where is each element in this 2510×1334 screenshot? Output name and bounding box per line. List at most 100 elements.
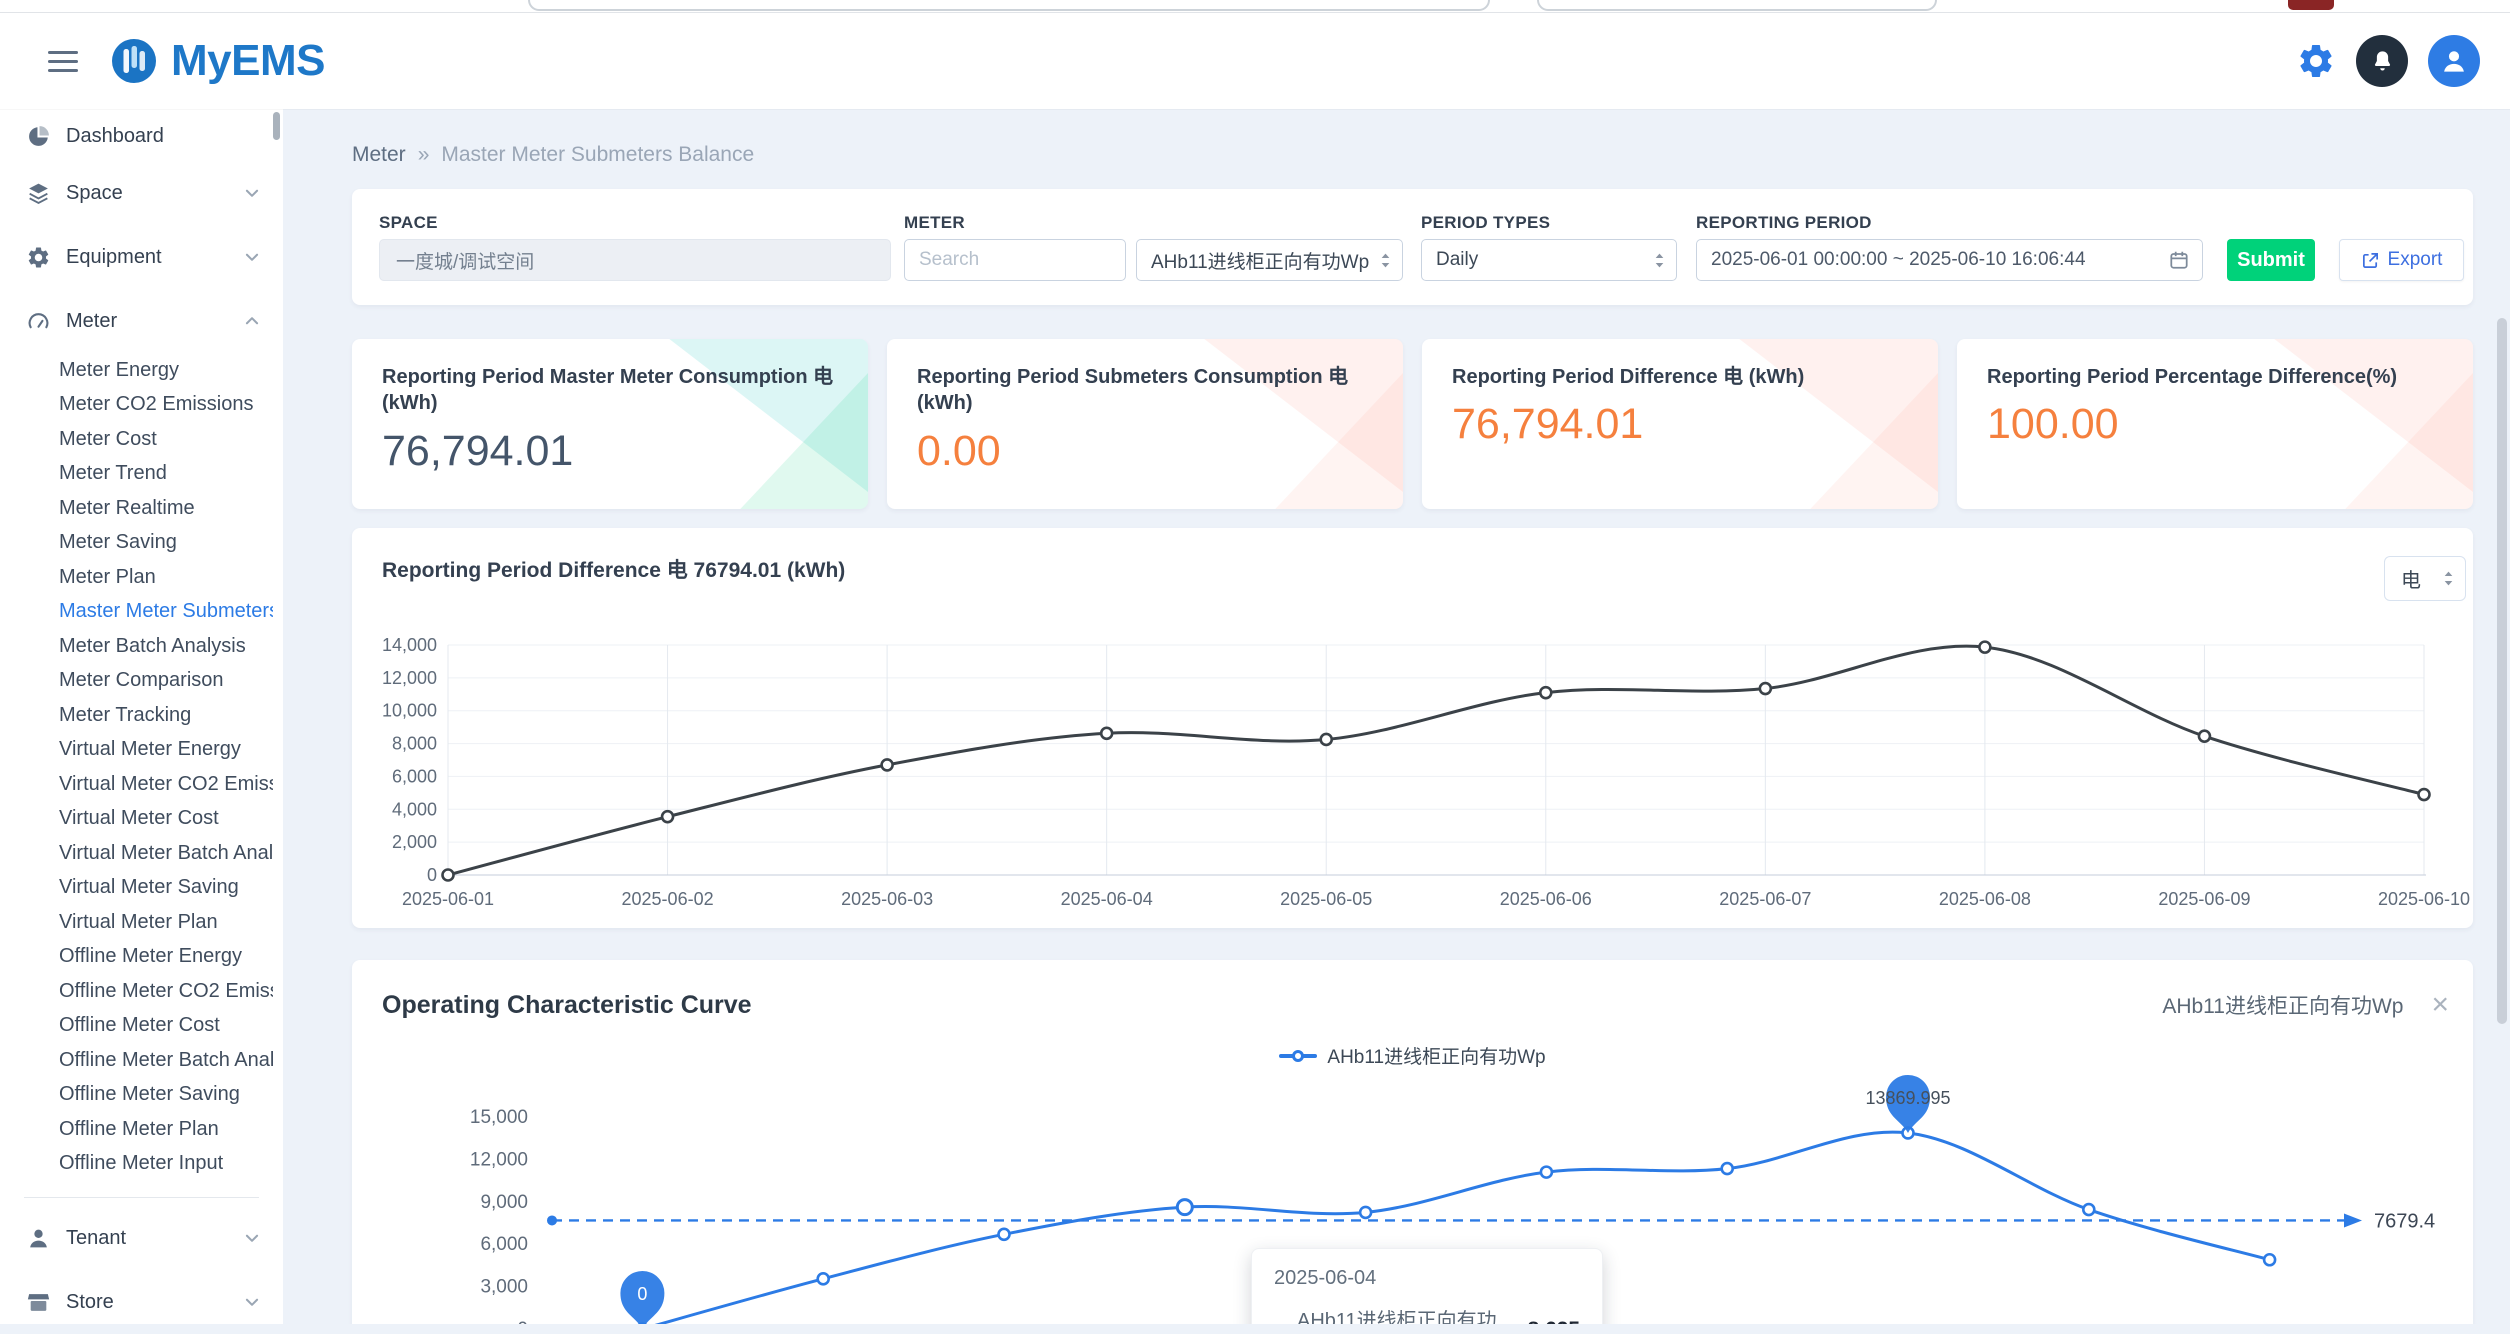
export-button-label: Export — [2388, 249, 2443, 271]
brand-logo[interactable]: MyEMS — [110, 36, 325, 86]
notifications-bell-button[interactable] — [2356, 35, 2408, 87]
sidebar-subitem-offline-meter-cost[interactable]: Offline Meter Cost — [0, 1009, 283, 1044]
navbar-actions — [2296, 35, 2480, 87]
brand-name: MyEMS — [171, 36, 325, 86]
sidebar-subitem-meter-comparison[interactable]: Meter Comparison — [0, 664, 283, 699]
average-line-arrow — [2344, 1213, 2362, 1227]
top-navbar: MyEMS — [0, 13, 2510, 109]
browser-extension-artifact — [2288, 0, 2334, 10]
sidebar-subitem-offline-meter-plan[interactable]: Offline Meter Plan — [0, 1112, 283, 1147]
sidebar-item-dashboard[interactable]: Dashboard — [0, 111, 283, 161]
close-icon[interactable]: × — [2431, 990, 2449, 1020]
breadcrumb-current: Master Meter Submeters Balance — [441, 143, 754, 167]
tooltip-series-name: AHb11进线柜正向有功Wp — [1297, 1304, 1517, 1324]
settings-gear-icon[interactable] — [2296, 41, 2336, 81]
svg-text:14,000: 14,000 — [382, 635, 437, 655]
energy-category-select[interactable]: 电 — [2384, 556, 2466, 601]
svg-text:12,000: 12,000 — [470, 1149, 528, 1170]
operating-curve-header: Operating Characteristic Curve AHb11进线柜正… — [382, 990, 2449, 1020]
sidebar-subitem-offline-meter-co2-emissions[interactable]: Offline Meter CO2 Emissions — [0, 974, 283, 1009]
breadcrumb-parent[interactable]: Meter — [352, 143, 406, 167]
svg-text:2025-06-02: 2025-06-02 — [622, 889, 714, 909]
sidebar-subitem-label: Virtual Meter CO2 Emissions — [59, 773, 273, 796]
sidebar-subitem-meter-realtime[interactable]: Meter Realtime — [0, 491, 283, 526]
sidebar-item-tenant[interactable]: Tenant — [0, 1206, 283, 1270]
myems-logo-icon — [110, 37, 158, 85]
breadcrumb-separator: » — [418, 143, 430, 167]
sidebar-scrollbar[interactable] — [273, 112, 280, 140]
sidebar-toggle-button[interactable] — [48, 51, 78, 72]
sidebar-subitem-meter-saving[interactable]: Meter Saving — [0, 526, 283, 561]
chart-title: Operating Characteristic Curve — [382, 991, 752, 1020]
space-input[interactable] — [379, 239, 891, 281]
sidebar-subitem-meter-trend[interactable]: Meter Trend — [0, 457, 283, 492]
meter-select[interactable]: AHb11进线柜正向有功Wp — [1136, 239, 1403, 281]
sidebar-item-store[interactable]: Store — [0, 1270, 283, 1334]
sidebar-subitem-offline-meter-energy[interactable]: Offline Meter Energy — [0, 940, 283, 975]
submit-button[interactable]: Submit — [2227, 239, 2315, 281]
sidebar-subitem-meter-plan[interactable]: Meter Plan — [0, 560, 283, 595]
difference-line-chart[interactable]: 02,0004,0006,0008,00010,00012,00014,0002… — [352, 528, 2473, 928]
operating-curve-card: Operating Characteristic Curve AHb11进线柜正… — [352, 960, 2473, 1324]
svg-text:0: 0 — [427, 865, 437, 885]
sidebar-divider — [24, 1197, 259, 1198]
chevron-down-icon — [243, 184, 261, 202]
export-button[interactable]: Export — [2339, 239, 2464, 281]
stat-card-title: Reporting Period Master Meter Consumptio… — [382, 364, 838, 417]
bell-icon — [2369, 48, 2396, 75]
equipment-icon — [26, 245, 51, 270]
sidebar-subitem-label: Meter Tracking — [59, 704, 191, 727]
sidebar-subitem-offline-meter-saving[interactable]: Offline Meter Saving — [0, 1078, 283, 1113]
reporting-period-value: 2025-06-01 00:00:00 ~ 2025-06-10 16:06:4… — [1711, 249, 2086, 271]
sidebar-subitem-meter-cost[interactable]: Meter Cost — [0, 422, 283, 457]
meter-select-value: AHb11进线柜正向有功Wp — [1151, 247, 1369, 274]
sidebar-item-label: Equipment — [66, 246, 162, 269]
stat-card-reporting-period-master-meter-consumptio: Reporting Period Master Meter Consumptio… — [352, 339, 868, 509]
sidebar-subitem-virtual-meter-cost[interactable]: Virtual Meter Cost — [0, 802, 283, 837]
sidebar-subitem-meter-co2-emissions[interactable]: Meter CO2 Emissions — [0, 388, 283, 423]
difference-chart-card: Reporting Period Difference 电 76794.01 (… — [352, 528, 2473, 928]
meter-search-input[interactable] — [904, 239, 1126, 281]
sidebar-subitem-label: Meter Batch Analysis — [59, 635, 246, 658]
legend-item[interactable]: AHb11进线柜正向有功Wp — [352, 1042, 2473, 1069]
browser-tab-artifact — [528, 0, 1490, 11]
sidebar-subitem-label: Meter Plan — [59, 566, 156, 589]
page-scrollbar[interactable] — [2497, 318, 2507, 1024]
sidebar-subitem-meter-tracking[interactable]: Meter Tracking — [0, 698, 283, 733]
sidebar-item-equipment[interactable]: Equipment — [0, 225, 283, 289]
sidebar-subitem-label: Meter CO2 Emissions — [59, 393, 254, 416]
sidebar-subitem-offline-meter-input[interactable]: Offline Meter Input — [0, 1147, 283, 1182]
chevron-down-icon — [243, 1229, 261, 1247]
sidebar-subitem-virtual-meter-co2-emissions[interactable]: Virtual Meter CO2 Emissions — [0, 767, 283, 802]
sidebar-subitem-label: Meter Trend — [59, 462, 167, 485]
sidebar-item-space[interactable]: Space — [0, 161, 283, 225]
reporting-period-input[interactable]: 2025-06-01 00:00:00 ~ 2025-06-10 16:06:4… — [1696, 239, 2203, 281]
svg-text:2025-06-09: 2025-06-09 — [2158, 889, 2250, 909]
sidebar-subitem-virtual-meter-saving[interactable]: Virtual Meter Saving — [0, 871, 283, 906]
dashboard-icon — [26, 124, 51, 149]
sidebar-subitem-label: Offline Meter Input — [59, 1152, 223, 1175]
sidebar-subitem-label: Offline Meter Batch Analysis — [59, 1049, 273, 1072]
svg-text:2025-06-07: 2025-06-07 — [1719, 889, 1811, 909]
sidebar-subitem-meter-energy[interactable]: Meter Energy — [0, 353, 283, 388]
reporting-period-label: REPORTING PERIOD — [1696, 213, 1872, 233]
sidebar-subitem-meter-batch-analysis[interactable]: Meter Batch Analysis — [0, 629, 283, 664]
period-type-select[interactable]: Daily — [1421, 239, 1677, 281]
sidebar-subitem-offline-meter-batch-analysis[interactable]: Offline Meter Batch Analysis — [0, 1043, 283, 1078]
sidebar-subitem-virtual-meter-plan[interactable]: Virtual Meter Plan — [0, 905, 283, 940]
sidebar-subitem-label: Virtual Meter Cost — [59, 807, 219, 830]
period-type-value: Daily — [1436, 249, 1478, 271]
chevron-up-icon — [243, 312, 261, 330]
sidebar-subitem-label: Offline Meter Plan — [59, 1118, 219, 1141]
meter-icon — [26, 309, 51, 334]
user-icon — [2438, 45, 2470, 77]
chevron-down-icon — [243, 1293, 261, 1311]
sidebar-subitem-virtual-meter-batch-analysis[interactable]: Virtual Meter Batch Analysis — [0, 836, 283, 871]
sidebar-item-meter[interactable]: Meter — [0, 289, 283, 353]
user-avatar-button[interactable] — [2428, 35, 2480, 87]
stat-card-reporting-period-difference-kwh: Reporting Period Difference 电 (kWh)76,79… — [1422, 339, 1938, 509]
sidebar-subitem-label: Master Meter Submeters Balance — [59, 600, 273, 623]
external-link-icon — [2361, 251, 2380, 270]
sidebar-subitem-master-meter-submeters-balance[interactable]: Master Meter Submeters Balance — [0, 595, 283, 630]
sidebar-subitem-virtual-meter-energy[interactable]: Virtual Meter Energy — [0, 733, 283, 768]
